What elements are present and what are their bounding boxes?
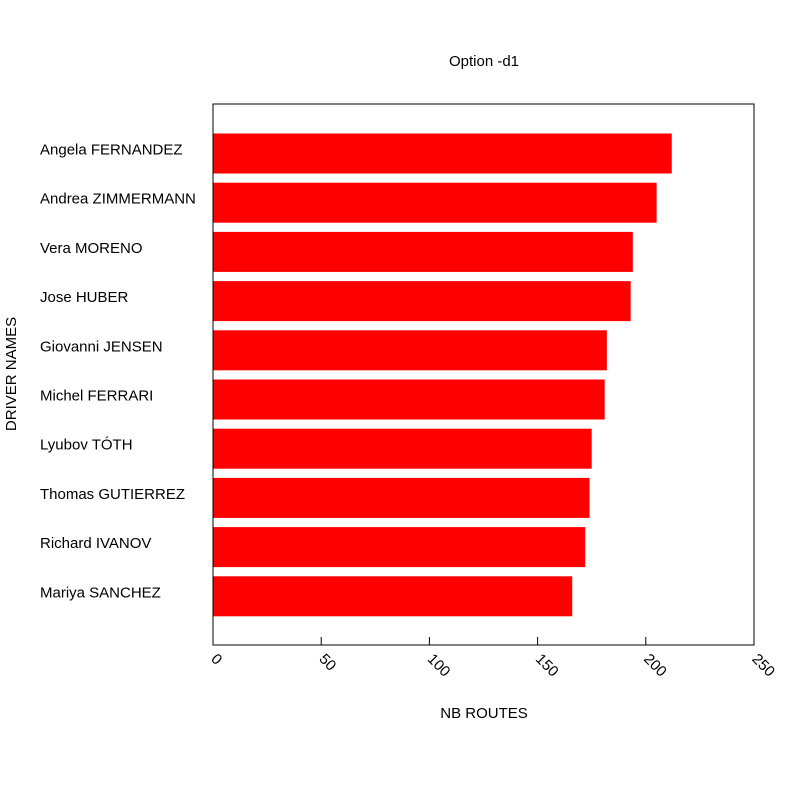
y-axis-label: DRIVER NAMES bbox=[3, 317, 20, 431]
bar bbox=[213, 527, 586, 568]
x-axis-label: NB ROUTES bbox=[440, 705, 528, 722]
bar bbox=[213, 231, 633, 272]
category-label: Thomas GUTIERREZ bbox=[40, 486, 185, 503]
bar bbox=[213, 330, 607, 371]
category-label: Mariya SANCHEZ bbox=[40, 584, 161, 601]
bar bbox=[213, 133, 672, 174]
category-label: Lyubov TÓTH bbox=[40, 437, 133, 454]
category-label: Andrea ZIMMERMANN bbox=[40, 191, 196, 208]
category-label: Giovanni JENSEN bbox=[40, 338, 163, 355]
bars-group bbox=[213, 133, 672, 617]
category-label: Richard IVANOV bbox=[40, 535, 151, 552]
category-label: Vera MORENO bbox=[40, 240, 143, 257]
plot-frame bbox=[212, 103, 755, 646]
category-label: Angela FERNANDEZ bbox=[40, 141, 183, 158]
bar bbox=[213, 477, 590, 518]
bar bbox=[213, 576, 573, 617]
category-label: Jose HUBER bbox=[40, 289, 129, 306]
bar bbox=[213, 428, 592, 469]
bar bbox=[213, 182, 657, 223]
bar bbox=[213, 281, 631, 322]
bar bbox=[213, 379, 605, 420]
category-label: Michel FERRARI bbox=[40, 387, 153, 404]
chart-title: Option -d1 bbox=[449, 53, 519, 70]
category-labels: Angela FERNANDEZ Andrea ZIMMERMANN Vera MO… bbox=[40, 141, 196, 601]
